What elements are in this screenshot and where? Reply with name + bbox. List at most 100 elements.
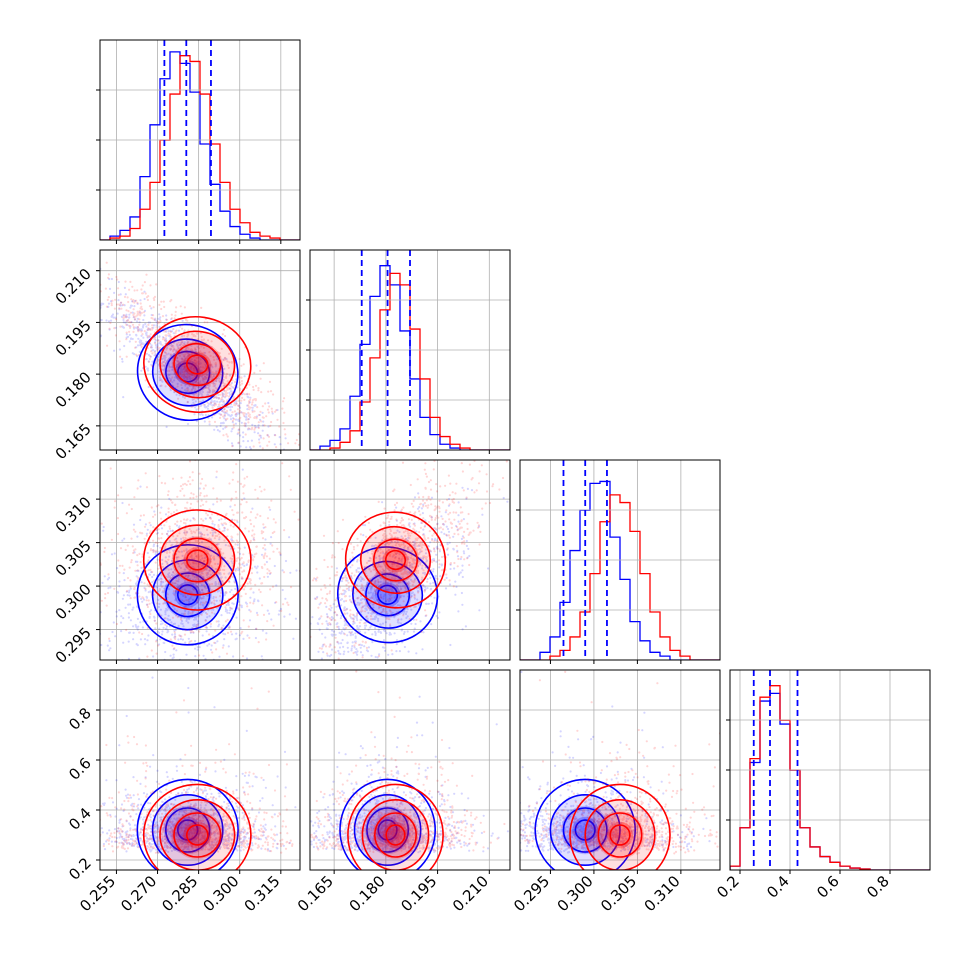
scatter-point — [221, 395, 224, 398]
scatter-point — [210, 547, 213, 550]
scatter-point — [230, 497, 233, 500]
scatter-point — [124, 663, 126, 665]
scatter-point — [207, 384, 210, 387]
scatter-point — [183, 494, 186, 497]
scatter-point — [196, 356, 199, 359]
scatter-point — [126, 319, 129, 322]
scatter-point — [465, 497, 468, 500]
scatter-point — [147, 327, 150, 330]
scatter-point — [122, 396, 125, 399]
scatter-point — [182, 359, 185, 363]
scatter-point — [207, 369, 210, 372]
scatter-point — [200, 400, 203, 403]
scatter-point — [136, 605, 139, 608]
scatter-point — [179, 566, 182, 570]
scatter-point — [196, 601, 199, 604]
scatter-point — [246, 418, 249, 421]
scatter-point — [183, 633, 187, 636]
scatter-point — [392, 548, 396, 551]
scatter-point — [197, 622, 200, 625]
scatter-point — [104, 287, 107, 290]
scatter-point — [477, 482, 481, 485]
scatter-point — [252, 559, 255, 562]
scatter-point — [182, 353, 185, 356]
scatter-point — [236, 551, 240, 554]
scatter-point — [152, 593, 155, 596]
scatter-point — [243, 398, 246, 401]
scatter-point — [194, 570, 197, 573]
scatter-point — [436, 523, 439, 526]
scatter-point — [215, 396, 218, 399]
scatter-point — [212, 503, 215, 506]
scatter-point — [85, 305, 87, 307]
scatter-point — [422, 558, 425, 561]
scatter-point — [365, 646, 368, 650]
scatter-point — [155, 321, 158, 324]
scatter-point — [248, 413, 251, 416]
scatter-point — [149, 524, 152, 527]
scatter-point — [199, 370, 203, 373]
scatter-point — [224, 358, 227, 361]
scatter-point — [193, 413, 196, 416]
scatter-point — [259, 418, 262, 421]
scatter-point — [198, 389, 201, 392]
scatter-point — [189, 582, 192, 585]
scatter-point — [435, 490, 439, 493]
scatter-point — [158, 318, 161, 321]
scatter-point — [487, 567, 490, 570]
scatter-point — [422, 584, 425, 587]
scatter-point — [164, 362, 167, 365]
scatter-point — [209, 648, 213, 651]
scatter-point — [411, 580, 414, 583]
scatter-point — [169, 300, 172, 303]
scatter-point — [147, 634, 150, 637]
scatter-point — [190, 594, 193, 598]
scatter-point — [262, 526, 265, 529]
scatter-point — [177, 624, 180, 628]
scatter-point — [158, 475, 161, 478]
scatter-point — [238, 389, 241, 392]
scatter-point — [396, 541, 399, 544]
scatter-point — [157, 359, 160, 362]
scatter-point — [171, 384, 174, 387]
scatter-point — [221, 378, 224, 381]
scatter-point — [226, 380, 229, 383]
scatter-point — [177, 347, 180, 350]
scatter-point — [401, 518, 405, 522]
scatter-point — [146, 561, 149, 564]
scatter-point — [284, 597, 287, 600]
scatter-point — [122, 663, 124, 665]
scatter-point — [423, 571, 426, 574]
scatter-point — [325, 690, 327, 692]
scatter-point — [255, 415, 259, 418]
scatter-point — [206, 548, 209, 552]
scatter-point — [374, 593, 377, 596]
scatter-point — [403, 546, 406, 549]
scatter-point — [344, 622, 347, 625]
scatter-point — [214, 583, 217, 586]
scatter-point — [214, 382, 217, 386]
scatter-point — [297, 443, 300, 446]
scatter-point — [159, 572, 163, 575]
scatter-point — [168, 369, 171, 372]
scatter-point — [355, 648, 358, 651]
scatter-point — [326, 616, 329, 619]
scatter-point — [220, 591, 223, 595]
scatter-point — [195, 575, 198, 579]
scatter-point — [183, 549, 186, 552]
scatter-point — [180, 357, 183, 360]
scatter-point — [199, 494, 202, 497]
scatter-point — [207, 546, 210, 549]
scatter-point — [256, 406, 259, 409]
scatter-point — [262, 547, 265, 550]
scatter-point — [341, 593, 344, 596]
scatter-point — [399, 622, 402, 625]
scatter-point — [263, 488, 266, 491]
scatter-point — [413, 593, 416, 596]
scatter-point — [393, 616, 396, 619]
scatter-point — [222, 415, 225, 418]
scatter-point — [200, 564, 203, 568]
scatter-series-1 — [100, 460, 300, 658]
scatter-point — [407, 650, 410, 653]
scatter-point — [248, 401, 251, 404]
